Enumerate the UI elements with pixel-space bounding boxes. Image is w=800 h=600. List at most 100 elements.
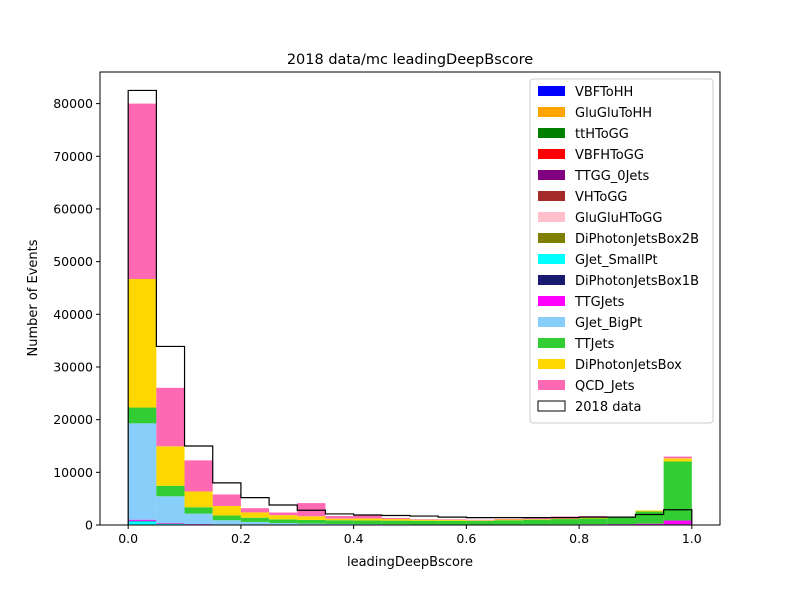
legend-swatch — [538, 191, 565, 201]
plot-frame — [99, 71, 721, 526]
y-tick-label: 70000 — [53, 149, 93, 164]
legend-swatch — [538, 254, 565, 264]
bar-QCD_Jets-bin-10 — [410, 519, 439, 520]
x-tick-label: 0.8 — [569, 531, 589, 546]
bar-GJet_BigPt-bin-3 — [212, 520, 241, 525]
legend-swatch — [538, 212, 565, 222]
bar-GJet_SmallPt-bin-1 — [156, 523, 185, 525]
x-tick-label: 0.6 — [456, 531, 476, 546]
bar-TTGJets-bin-1 — [156, 523, 185, 524]
bar-DiPhotonJetsBox-bin-8 — [353, 518, 382, 521]
legend-swatch — [538, 107, 565, 117]
bar-DiPhotonJetsBox-bin-15 — [550, 518, 580, 520]
bar-TTJets-bin-3 — [212, 515, 241, 521]
legend-swatch — [537, 400, 566, 412]
bar-TTJets-bin-13 — [494, 520, 523, 525]
bar-DiPhotonJetsBox-bin-12 — [466, 520, 495, 521]
bar-DiPhotonJetsBox-bin-1 — [156, 446, 185, 486]
bar-TTJets-bin-14 — [522, 519, 551, 525]
bar-DiPhotonJetsBox-bin-13 — [494, 519, 523, 521]
bar-DiPhotonJetsBox-bin-7 — [325, 518, 354, 521]
legend-label: 2018 data — [575, 400, 642, 415]
legend-label: GJet_BigPt — [575, 316, 642, 331]
bar-GJet_BigPt-bin-7 — [325, 523, 354, 525]
bar-DiPhotonJetsBox-bin-9 — [381, 519, 410, 521]
bar-DiPhotonJetsBox-bin-3 — [212, 506, 241, 516]
bar-TTJets-bin-15 — [550, 519, 580, 525]
legend-swatch — [538, 86, 565, 96]
y-tick-label: 50000 — [53, 254, 93, 269]
x-axis-ticks: 0.0 0.2 0.4 0.6 0.8 1.0 — [118, 525, 702, 546]
bar-DiPhotonJetsBox-bin-16 — [579, 517, 608, 519]
y-axis-label: Number of Events — [26, 239, 41, 356]
bar-GJet_BigPt-bin-1 — [156, 496, 185, 524]
bar-GJet_BigPt-bin-2 — [184, 513, 213, 525]
bar-GJet_BigPt-bin-4 — [240, 521, 270, 525]
bar-QCD_Jets-bin-8 — [353, 514, 382, 519]
y-tick-label: 0 — [85, 518, 93, 533]
bar-TTJets-bin-10 — [410, 520, 439, 525]
legend-swatch — [538, 296, 565, 306]
data-step-line — [127, 89, 693, 525]
bar-TTJets-bin-8 — [353, 520, 382, 525]
legend-swatch — [538, 275, 565, 285]
legend-label: GluGluToHH — [575, 106, 652, 121]
bar-TTGJets-bin-19 — [663, 520, 692, 525]
x-tick-label: 0.4 — [344, 531, 364, 546]
legend-box — [529, 78, 714, 424]
bar-TTJets-bin-12 — [466, 520, 495, 525]
bar-GJet_BigPt-bin-6 — [297, 523, 326, 525]
bar-QCD_Jets-bin-13 — [494, 518, 523, 520]
legend-swatch — [538, 338, 565, 348]
legend-label: VBFHToGG — [575, 148, 644, 163]
bar-QCD_Jets-bin-14 — [522, 518, 551, 520]
legend-label: QCD_Jets — [575, 379, 635, 394]
bar-DiPhotonJetsBox-bin-2 — [184, 491, 213, 508]
bar-DiPhotonJetsBox-bin-10 — [410, 519, 439, 521]
bar-DiPhotonJetsBox-bin-14 — [522, 519, 551, 520]
y-axis-ticks: 0 10000 20000 30000 40000 50000 60000 70000 8000… — [53, 96, 100, 533]
bar-GJet_BigPt-bin-8 — [353, 524, 382, 525]
bar-TTJets-bin-4 — [240, 517, 270, 522]
bar-TTGJets-bin-0 — [128, 519, 157, 521]
bar-GJet_BigPt-bin-0 — [128, 423, 157, 520]
bar-TTJets-bin-17 — [607, 517, 636, 525]
bar-TTJets-bin-6 — [297, 519, 326, 524]
bar-TTJets-bin-19 — [663, 461, 692, 521]
legend-label: GJet_SmallPt — [575, 253, 658, 268]
bar-TTJets-bin-16 — [579, 518, 608, 525]
bar-QCD_Jets-bin-2 — [184, 460, 213, 492]
legend-label: VBFToHH — [575, 85, 633, 100]
legend-label: VHToGG — [575, 190, 628, 205]
bar-TTJets-bin-7 — [325, 520, 354, 524]
bar-DiPhotonJetsBox1B-bin-0 — [128, 520, 157, 522]
bar-TTJets-bin-2 — [184, 507, 213, 514]
legend-swatch — [538, 149, 565, 159]
bar-TTJets-bin-18 — [635, 511, 664, 524]
bar-TTGJets-bin-17 — [607, 524, 636, 525]
bar-TTJets-bin-1 — [156, 485, 185, 497]
bar-QCD_Jets-bin-1 — [156, 387, 185, 447]
legend: VBFToHH GluGluToHH ttHToGG VBFHToGG TTGG_0Je… — [529, 78, 714, 424]
legend-swatch — [538, 317, 565, 327]
bar-TTJets-bin-11 — [438, 520, 467, 525]
y-tick-label: 10000 — [53, 465, 93, 480]
legend-label: DiPhotonJetsBox2B — [575, 232, 699, 247]
bar-QCD_Jets-bin-11 — [438, 519, 467, 520]
x-tick-label: 1.0 — [682, 531, 702, 546]
bar-QCD_Jets-bin-3 — [212, 494, 241, 507]
bar-QCD_Jets-bin-4 — [240, 508, 270, 513]
legend-label: TTGG_0Jets — [574, 169, 650, 184]
legend-label: ttHToGG — [575, 127, 629, 142]
bar-QCD_Jets-bin-7 — [325, 516, 354, 519]
bar-DiPhotonJetsBox-bin-11 — [438, 519, 467, 521]
legend-swatch — [538, 128, 565, 138]
bar-QCD_Jets-bin-5 — [269, 512, 298, 516]
bar-QCD_Jets-bin-19 — [663, 456, 692, 459]
y-tick-label: 20000 — [53, 412, 93, 427]
legend-label: TTJets — [574, 337, 615, 352]
bar-DiPhotonJetsBox-bin-6 — [297, 516, 326, 520]
y-tick-label: 40000 — [53, 307, 93, 322]
legend-label: DiPhotonJetsBox1B — [575, 274, 699, 289]
